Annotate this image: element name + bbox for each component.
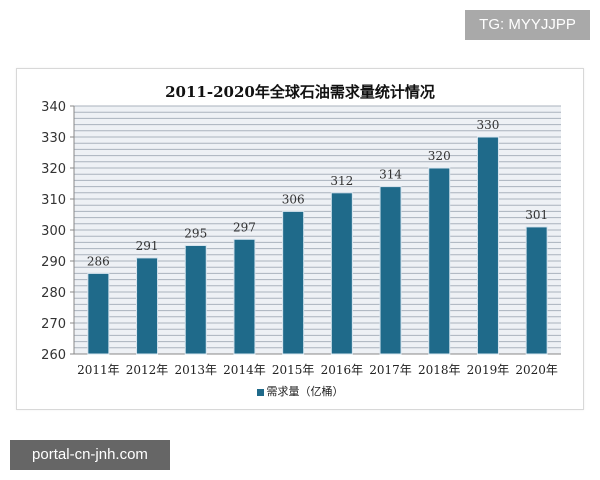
legend: 需求量（亿桶） [17, 383, 583, 399]
y-tick-label: 290 [41, 255, 66, 270]
y-tick-label: 340 [41, 100, 66, 115]
x-tick-label: 2012年 [126, 363, 169, 377]
y-tick-label: 320 [41, 162, 66, 177]
bar [379, 186, 402, 355]
bar [136, 257, 159, 355]
y-tick-label: 310 [41, 193, 66, 208]
data-label: 314 [379, 168, 402, 182]
x-tick-label: 2015年 [272, 363, 315, 377]
x-tick-label: 2018年 [418, 363, 461, 377]
bar [330, 192, 353, 355]
data-label: 330 [476, 118, 499, 132]
x-tick-label: 2016年 [321, 363, 364, 377]
x-tick-label: 2019年 [467, 363, 510, 377]
data-label: 301 [525, 208, 548, 222]
bar [282, 210, 305, 355]
chart-title: 2011-2020年全球石油需求量统计情况 [165, 83, 435, 101]
bar [428, 167, 451, 355]
watermark-top: TG: MYYJJPP [465, 10, 590, 40]
data-label: 291 [136, 239, 159, 253]
y-tick-label: 280 [41, 286, 66, 301]
data-label: 320 [428, 149, 451, 163]
y-tick-label: 260 [41, 348, 66, 363]
x-tick-label: 2014年 [223, 363, 266, 377]
bar [525, 226, 548, 355]
x-tick-label: 2017年 [369, 363, 412, 377]
legend-label: 需求量（亿桶） [266, 385, 344, 398]
x-tick-label: 2011年 [77, 363, 120, 377]
bar [87, 272, 110, 355]
bar [233, 238, 256, 355]
bar [184, 245, 207, 355]
x-tick-label: 2013年 [174, 363, 217, 377]
y-tick-label: 300 [41, 224, 66, 239]
data-label: 295 [184, 227, 207, 241]
x-tick-label: 2020年 [515, 363, 558, 377]
data-label: 297 [233, 220, 256, 234]
y-tick-label: 270 [41, 317, 66, 332]
watermark-bottom: portal-cn-jnh.com [10, 440, 170, 470]
data-label: 306 [282, 192, 305, 206]
chart-plot: 260 270 280 290 300 310 320 330 340 286 2011年 291 20… [41, 100, 561, 377]
data-label: 312 [330, 174, 353, 188]
data-label: 286 [87, 254, 110, 268]
y-tick-label: 330 [41, 131, 66, 146]
legend-swatch [256, 388, 264, 396]
chart-frame: 2011-2020年全球石油需求量统计情况 260 270 280 290 300 310… [16, 68, 584, 410]
bar [476, 136, 499, 355]
